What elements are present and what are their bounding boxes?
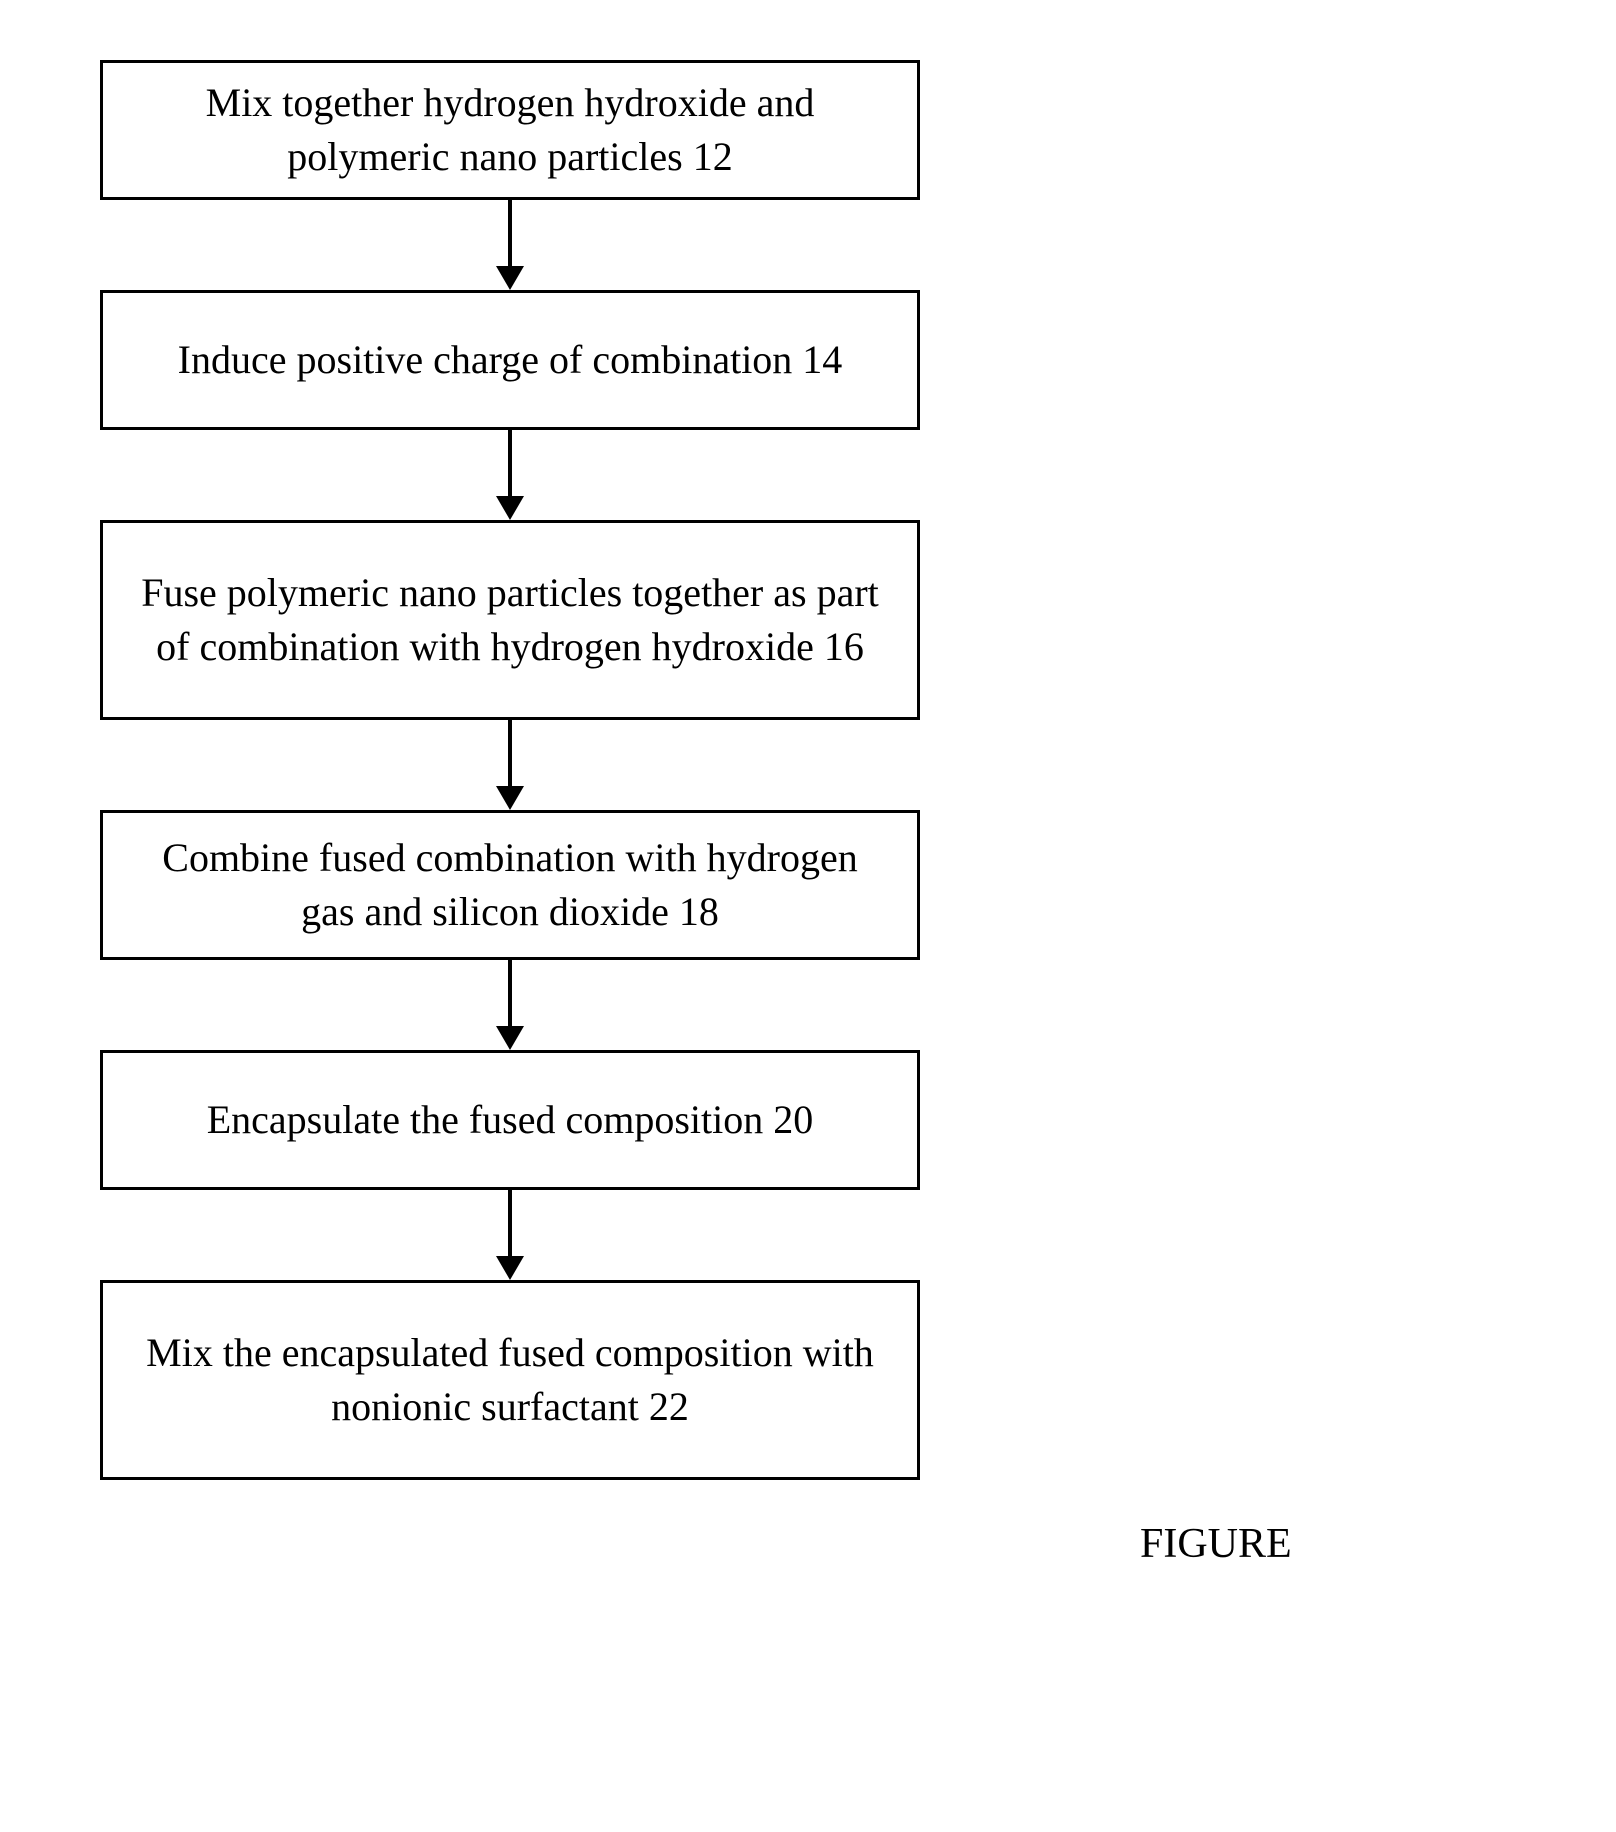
- flow-arrow: [100, 200, 920, 290]
- flow-arrow: [100, 960, 920, 1050]
- flow-arrow: [100, 430, 920, 520]
- arrow-head-icon: [496, 1026, 524, 1050]
- arrow-line: [508, 1190, 512, 1260]
- flow-step-18: Combine fused combination with hydrogen …: [100, 810, 920, 960]
- flow-step-text: Encapsulate the fused composition 20: [207, 1093, 814, 1147]
- flow-step-16: Fuse polymeric nano particles together a…: [100, 520, 920, 720]
- arrow-head-icon: [496, 266, 524, 290]
- arrow-line: [508, 960, 512, 1030]
- arrow-head-icon: [496, 496, 524, 520]
- flowchart-container: Mix together hydrogen hydroxide and poly…: [100, 60, 920, 1480]
- flow-step-text: Fuse polymeric nano particles together a…: [133, 566, 887, 674]
- flow-step-text: Combine fused combination with hydrogen …: [133, 831, 887, 939]
- arrow-line: [508, 430, 512, 500]
- flow-step-text: Mix together hydrogen hydroxide and poly…: [133, 76, 887, 184]
- arrow-head-icon: [496, 786, 524, 810]
- flow-step-text: Induce positive charge of combination 14: [178, 333, 843, 387]
- flow-arrow: [100, 1190, 920, 1280]
- flow-step-22: Mix the encapsulated fused composition w…: [100, 1280, 920, 1480]
- figure-label: FIGURE: [1140, 1520, 1292, 1568]
- figure-label-text: FIGURE: [1140, 1521, 1292, 1567]
- arrow-head-icon: [496, 1256, 524, 1280]
- flow-step-text: Mix the encapsulated fused composition w…: [133, 1326, 887, 1434]
- arrow-line: [508, 720, 512, 790]
- flow-arrow: [100, 720, 920, 810]
- flow-step-14: Induce positive charge of combination 14: [100, 290, 920, 430]
- arrow-line: [508, 200, 512, 270]
- flow-step-20: Encapsulate the fused composition 20: [100, 1050, 920, 1190]
- flow-step-12: Mix together hydrogen hydroxide and poly…: [100, 60, 920, 200]
